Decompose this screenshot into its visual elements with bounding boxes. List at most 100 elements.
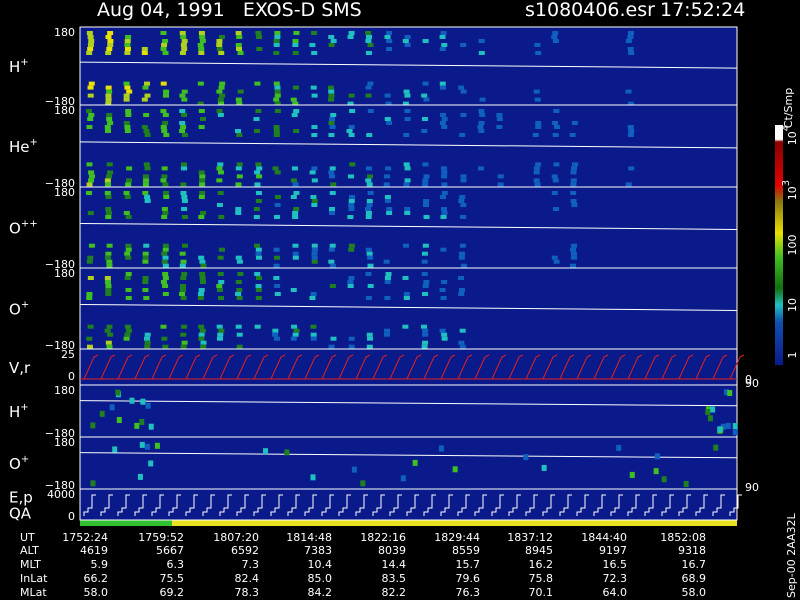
spectrum-cell: [256, 166, 263, 171]
spectrum-cell: [311, 133, 318, 137]
spectrum-cell: [311, 93, 318, 98]
colorbar-label: 10: [786, 298, 799, 312]
spectrum-cell: [106, 47, 113, 51]
y-tick-label: 0: [68, 370, 75, 383]
spectrum-cell: [311, 178, 318, 183]
spectrum-cell: [570, 191, 577, 195]
spectrum-cell: [105, 207, 112, 211]
spectrum-cell: [236, 344, 243, 349]
spectrum-cell: [198, 125, 205, 129]
spectrum-cell: [346, 129, 353, 133]
spectrum-cell: [162, 247, 169, 252]
trace-line: [79, 141, 738, 149]
spectrum-cell: [180, 296, 187, 300]
colorbar-label-base: 10: [786, 131, 799, 145]
spectrum-cell: [162, 113, 169, 117]
spectrum-cell: [720, 423, 726, 430]
spectrum-cell: [273, 215, 280, 219]
spectrum-cell: [441, 43, 448, 47]
spectrum-cell: [217, 170, 224, 175]
spectrum-cell: [180, 162, 187, 167]
spectrum-cell: [116, 416, 122, 423]
spectrum-cell: [199, 182, 206, 187]
spectrum-cell: [125, 247, 132, 252]
spectrum-cell: [217, 272, 224, 276]
spectrum-cell: [105, 51, 112, 55]
y-tick-label: 180: [54, 267, 75, 280]
spectrum-cell: [148, 423, 154, 430]
spectrum-cell: [181, 133, 188, 137]
spectrum-cell: [422, 39, 429, 43]
spectrum-cell: [235, 43, 242, 47]
spectrum-cell: [360, 480, 366, 487]
spectrum-cell: [161, 129, 168, 133]
spectrum-cell: [625, 182, 632, 187]
spectrum-cell: [255, 199, 262, 203]
spectrum-cell: [200, 117, 207, 121]
spectrum-cell: [460, 215, 467, 219]
spectrum-cell: [141, 125, 148, 129]
cell: 8945: [525, 544, 553, 557]
spectrum-cell: [142, 174, 149, 179]
spectrum-cell: [162, 51, 169, 55]
panel-label-sup: +: [21, 454, 29, 465]
spectrum-cell: [292, 332, 299, 337]
spectrum-cell: [439, 288, 446, 292]
spectrum-cell: [274, 101, 281, 106]
spectrum-cell: [162, 284, 169, 288]
spectrum-cell: [142, 276, 149, 280]
spectrum-cell: [199, 39, 206, 43]
spectrum-cell: [627, 133, 634, 137]
spectrum-cell: [198, 195, 205, 199]
spectrum-cell: [477, 166, 484, 171]
spectrum-cell: [367, 109, 374, 113]
spectrum-cell: [423, 174, 430, 179]
spectrum-cell: [272, 166, 279, 171]
y-tick-label: 180: [54, 186, 75, 199]
cell: 79.6: [456, 572, 481, 585]
spectrum-cell: [459, 195, 466, 199]
panel: [79, 348, 738, 386]
spectrum-cell: [218, 215, 225, 219]
spectrum-cell: [386, 211, 393, 215]
spectrum-cell: [142, 251, 149, 256]
spectrum-cell: [365, 166, 372, 171]
cell: 66.2: [84, 572, 109, 585]
spectrum-cell: [309, 43, 316, 47]
cell: 6592: [231, 544, 259, 557]
spectrum-cell: [329, 174, 336, 179]
spectrum-cell: [402, 39, 409, 43]
spectrum-cell: [274, 292, 281, 296]
spectrum-cell: [535, 125, 542, 129]
spectrum-cell: [180, 332, 187, 337]
spectrum-cell: [328, 43, 335, 47]
spectrum-cell: [310, 332, 317, 337]
spectrum-cell: [104, 125, 111, 129]
spectrum-cell: [384, 93, 391, 98]
spectrum-cell: [219, 81, 226, 86]
cell: 5667: [156, 544, 184, 557]
spectrum-cell: [627, 31, 634, 35]
spectrum-cell: [569, 263, 576, 268]
panel-label: QA: [9, 505, 32, 523]
spectrum-cell: [198, 332, 205, 337]
cell: 9318: [678, 544, 706, 557]
panel-label: O+: [9, 300, 29, 319]
spectrum-cell: [616, 444, 622, 451]
spectrum-cell: [162, 243, 169, 248]
spectrum-cell: [552, 178, 559, 183]
spectrum-cell: [87, 47, 94, 51]
spectrum-cell: [402, 324, 409, 329]
spectrum-cell: [329, 263, 336, 268]
spectrum-cell: [571, 251, 578, 256]
spectrum-cell: [365, 51, 372, 55]
spectrum-cell: [367, 43, 374, 47]
right-tick-label: 0: [745, 373, 752, 386]
spectrum-cell: [404, 35, 411, 39]
spectrum-cell: [144, 81, 151, 86]
spectrum-cell: [402, 276, 409, 280]
y-tick-label: −180: [45, 177, 75, 190]
spectrum-cell: [99, 410, 105, 417]
spectrum-cell: [347, 284, 354, 288]
spectrum-cell: [533, 170, 540, 175]
